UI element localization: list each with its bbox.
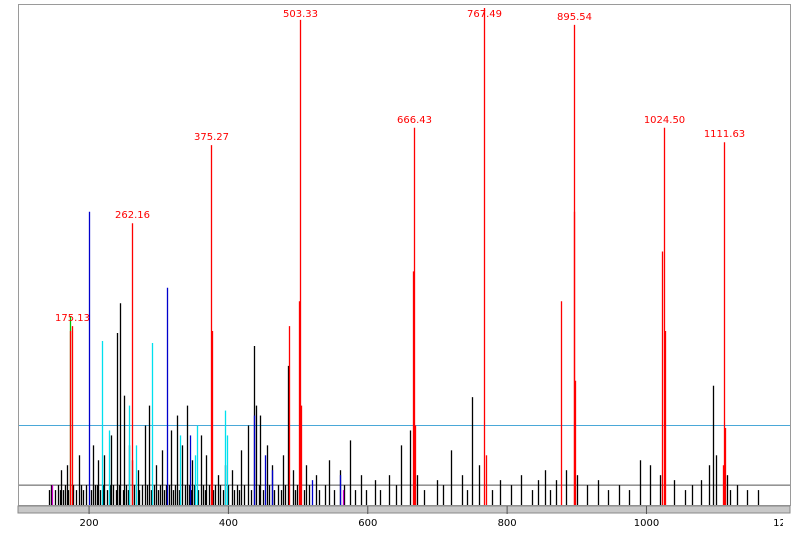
x-tick-label: 800 (498, 518, 517, 529)
peak-label: 666.43 (397, 115, 432, 126)
peak-label: 895.54 (557, 12, 592, 23)
peak-label: 175.13 (55, 313, 90, 324)
peak-label: 1024.50 (644, 115, 685, 126)
peak-label: 503.33 (283, 9, 318, 20)
x-tick-label: 600 (358, 518, 377, 529)
x-tick-label: 200 (80, 518, 99, 529)
peak-label: 767.49 (467, 9, 502, 20)
x-axis: 200 400 600 800 1000 1200 (80, 506, 798, 529)
x-axis-bar (17, 505, 791, 514)
peak-label: 262.16 (115, 210, 150, 221)
x-tick-label: 400 (219, 518, 238, 529)
peak-label: 1111.63 (704, 129, 745, 140)
x-tick-label: 1000 (634, 518, 659, 529)
x-tick-label: 1200 (773, 518, 798, 529)
plot: 175.13 262.16 375.27 503.33 666.43 767.49 895.… (19, 8, 790, 505)
plot-frame (18, 4, 791, 506)
peak-label: 375.27 (194, 132, 229, 143)
